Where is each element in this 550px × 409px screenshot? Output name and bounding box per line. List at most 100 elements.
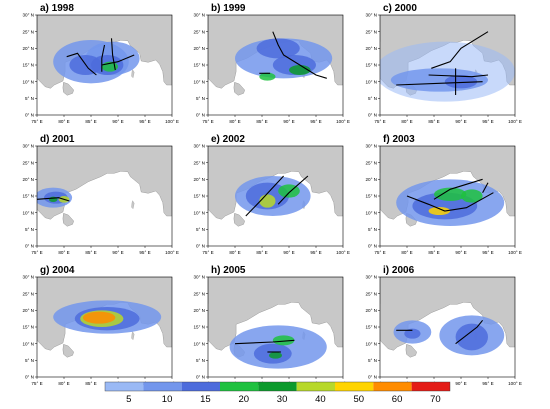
lon-tick-label: 100° E [336, 119, 350, 124]
lat-tick-label: 25° N [193, 291, 205, 296]
lat-tick-label: 30° N [365, 144, 377, 149]
lat-tick-label: 15° N [22, 325, 34, 330]
land-mass [380, 146, 515, 220]
lon-tick-label: 95° E [482, 250, 493, 255]
lat-tick-label: 10° N [193, 79, 205, 84]
storm-track [272, 31, 327, 79]
lat-tick-label: 0° N [25, 113, 34, 118]
lon-tick-label: 90° E [112, 250, 123, 255]
land-mass [37, 146, 172, 220]
lon-tick-label: 90° E [455, 119, 466, 124]
andaman-islands [131, 200, 135, 209]
lat-tick-label: 25° N [22, 29, 34, 34]
lat-tick-label: 10° N [22, 210, 34, 215]
storm-track [433, 178, 483, 200]
lat-tick-label: 5° N [196, 227, 205, 232]
colorbar-label: 20 [238, 394, 249, 405]
lat-tick-label: 10° N [22, 79, 34, 84]
lon-tick-label: 80° E [401, 250, 412, 255]
lat-tick-label: 5° N [25, 227, 34, 232]
lat-tick-label: 15° N [193, 194, 205, 199]
lat-tick-label: 20° N [365, 308, 377, 313]
rainfall-contour [428, 207, 451, 215]
panel-title: b) 1999 [211, 3, 246, 14]
lon-tick-label: 75° E [374, 119, 385, 124]
lat-tick-label: 0° N [25, 244, 34, 249]
panel-title: c) 2000 [383, 3, 417, 14]
lat-tick-label: 15° N [365, 194, 377, 199]
lon-tick-label: 100° E [165, 119, 179, 124]
lat-tick-label: 20° N [22, 308, 34, 313]
colorbar-swatch [258, 382, 297, 391]
lat-tick-label: 20° N [365, 177, 377, 182]
colorbar-swatch [143, 382, 182, 391]
storm-track [277, 175, 309, 205]
lat-tick-label: 20° N [22, 46, 34, 51]
sri-lanka-land [62, 344, 74, 358]
storm-track [110, 38, 116, 71]
lon-tick-label: 80° E [229, 250, 240, 255]
panel-grid: 75° E 80° E 85° E 90° E 95° E 100° E 0° N 5° N 1… [22, 3, 521, 386]
colorbar-label: 5 [126, 394, 131, 405]
storm-track [428, 74, 489, 78]
lat-tick-label: 0° N [196, 244, 205, 249]
lon-tick-label: 90° E [455, 381, 466, 386]
storm-track [245, 175, 285, 217]
lat-tick-label: 10° N [193, 341, 205, 346]
colorbar-label: 30 [277, 394, 288, 405]
land-mass [380, 277, 515, 351]
lat-tick-label: 30° N [193, 13, 205, 18]
rainfall-contour [256, 38, 300, 59]
lat-tick-label: 25° N [193, 160, 205, 165]
lat-tick-label: 30° N [22, 13, 34, 18]
colorbar-swatch [296, 382, 335, 391]
rainfall-contour [259, 72, 276, 81]
lat-tick-label: 15° N [193, 325, 205, 330]
lon-tick-label: 85° E [85, 250, 96, 255]
lon-tick-label: 95° E [482, 381, 493, 386]
lat-tick-label: 15° N [365, 63, 377, 68]
colorbar-label: 15 [200, 394, 211, 405]
lon-tick-label: 90° E [283, 250, 294, 255]
lon-tick-label: 80° E [58, 250, 69, 255]
lon-tick-label: 85° E [428, 119, 439, 124]
colorbar-swatch [411, 382, 450, 391]
rainfall-contour [434, 187, 467, 201]
lon-tick-label: 75° E [202, 250, 213, 255]
panel-title: f) 2003 [383, 134, 415, 145]
panel-title: e) 2002 [211, 134, 245, 145]
lon-tick-label: 100° E [165, 250, 179, 255]
colorbar-frame [104, 381, 451, 392]
lon-tick-label: 95° E [139, 119, 150, 124]
lat-tick-label: 15° N [365, 325, 377, 330]
rainfall-contour [259, 194, 276, 208]
colorbar-swatch [335, 382, 374, 391]
colorbar-label: 10 [162, 394, 173, 405]
rainfall-contour [412, 192, 478, 220]
lat-tick-label: 15° N [22, 63, 34, 68]
storm-track [37, 197, 70, 202]
lon-tick-label: 100° E [336, 250, 350, 255]
lon-tick-label: 75° E [31, 119, 42, 124]
lat-tick-label: 30° N [22, 275, 34, 280]
panel-title: d) 2001 [40, 134, 75, 145]
lon-tick-label: 90° E [455, 250, 466, 255]
lat-tick-label: 30° N [193, 275, 205, 280]
lat-tick-label: 5° N [25, 96, 34, 101]
rainfall-contour [82, 311, 116, 324]
colorbar: 5 10 15 20 30 40 50 60 70 [104, 381, 451, 405]
lon-tick-label: 80° E [401, 119, 412, 124]
rainfall-contour [272, 335, 295, 346]
panel-title: a) 1998 [40, 3, 74, 14]
lon-tick-label: 85° E [256, 119, 267, 124]
map-panel: 75° E 80° E 85° E 90° E 95° E 100° E 0° N 5° N 1… [193, 3, 349, 124]
colorbar-swatch [373, 382, 412, 391]
colorbar-swatch [220, 382, 259, 391]
lat-tick-label: 30° N [365, 13, 377, 18]
lon-tick-label: 90° E [283, 119, 294, 124]
lon-tick-label: 100° E [508, 250, 522, 255]
sri-lanka-land [62, 213, 74, 227]
storm-track [406, 192, 494, 212]
map-panel: 75° E 80° E 85° E 90° E 95° E 100° E 0° N 5° N 1… [365, 3, 521, 124]
